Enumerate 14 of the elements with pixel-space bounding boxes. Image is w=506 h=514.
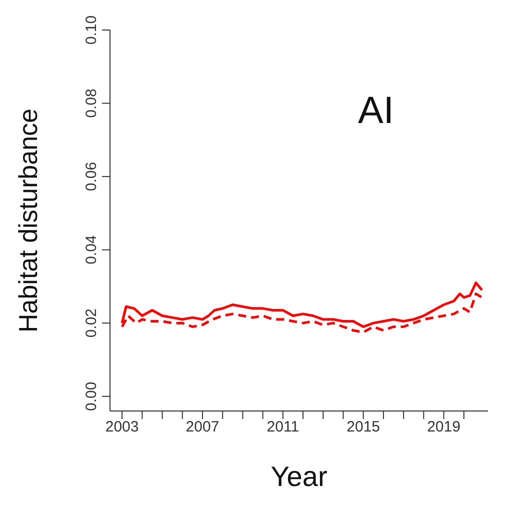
y-tick-label: 0.08 — [83, 88, 100, 118]
y-tick-label: 0.04 — [83, 235, 100, 264]
y-tick-label: 0.02 — [83, 308, 100, 338]
y-tick-label: 0.10 — [83, 15, 100, 45]
annotation: AI — [358, 90, 394, 133]
y-tick-label: 0.06 — [83, 162, 100, 192]
x-tick-label: 2011 — [266, 418, 300, 436]
x-tick-label: 2019 — [427, 418, 460, 436]
x-axis-title: Year — [270, 461, 328, 492]
x-tick-label: 2003 — [105, 418, 139, 436]
y-tick-label: 0.00 — [83, 382, 100, 411]
x-tick-label: 2007 — [186, 418, 220, 436]
y-axis-title: Habitat disturbance — [13, 108, 44, 333]
x-tick-label: 2015 — [346, 418, 380, 436]
